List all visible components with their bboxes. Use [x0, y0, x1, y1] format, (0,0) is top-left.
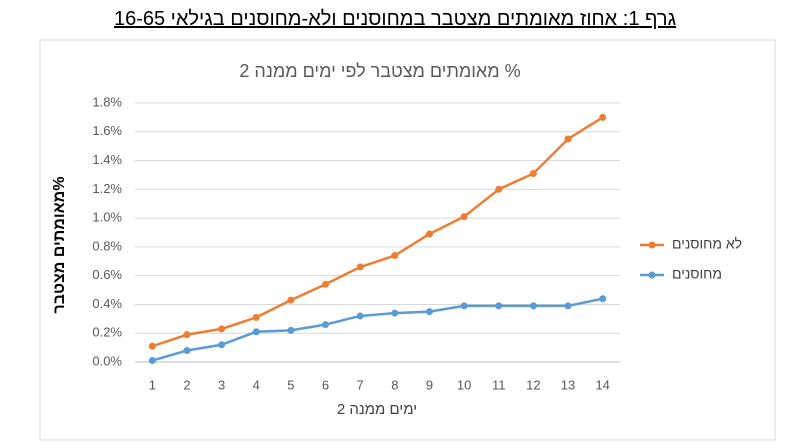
x-axis-label: ימים ממנה 2 — [337, 401, 417, 418]
x-tick-label: 13 — [561, 377, 575, 392]
chart-frame — [39, 39, 776, 441]
y-tick-label: 1.6% — [92, 123, 122, 138]
data-point — [148, 342, 156, 350]
y-tick-label: 1.0% — [92, 210, 122, 225]
data-point — [252, 313, 260, 321]
data-point — [287, 296, 295, 304]
chart-title: % מאומתים מצטבר לפי ימים ממנה 2 — [239, 61, 520, 81]
data-point — [356, 263, 364, 271]
x-tick-label: 8 — [391, 377, 398, 392]
x-tick-label: 4 — [253, 377, 260, 392]
x-tick-label: 5 — [287, 377, 294, 392]
x-tick-label: 11 — [492, 377, 506, 392]
series-line — [151, 116, 604, 348]
x-tick-label: 7 — [357, 377, 364, 392]
data-point — [252, 328, 260, 336]
y-axis-label: %מאומתים מצטבר — [51, 177, 68, 314]
data-point — [599, 295, 607, 303]
data-point — [218, 341, 226, 349]
y-tick-label: 1.2% — [92, 181, 122, 196]
legend-marker — [648, 271, 656, 279]
y-tick-label: 0.8% — [92, 238, 122, 253]
x-tick-label: 10 — [457, 377, 471, 392]
data-point — [322, 321, 330, 329]
data-point — [356, 312, 364, 320]
x-tick-label: 1 — [149, 377, 156, 392]
data-point — [529, 302, 537, 310]
data-point — [564, 302, 572, 310]
data-point — [495, 185, 503, 193]
x-tick-label: 9 — [426, 377, 433, 392]
data-point — [183, 331, 191, 339]
legend-label: מחוסנים — [672, 266, 722, 282]
y-tick-label: 1.4% — [92, 152, 122, 167]
x-tick-label: 3 — [218, 377, 225, 392]
data-point — [425, 308, 433, 316]
series-line — [151, 297, 603, 362]
y-tick-label: 0.4% — [92, 296, 122, 311]
data-point — [183, 346, 191, 354]
x-tick-label: 2 — [183, 377, 190, 392]
y-tick-label: 0.0% — [92, 353, 122, 368]
x-tick-label: 6 — [322, 377, 329, 392]
data-point — [391, 252, 399, 260]
data-point — [529, 170, 537, 178]
data-point — [460, 302, 468, 310]
legend-marker — [648, 241, 656, 249]
data-point — [460, 213, 468, 221]
data-point — [425, 230, 433, 238]
data-point — [391, 309, 399, 317]
data-point — [287, 326, 295, 334]
data-point — [148, 357, 156, 365]
y-tick-label: 0.2% — [92, 325, 122, 340]
data-point — [322, 280, 330, 288]
y-tick-label: 0.6% — [92, 267, 122, 282]
legend-label: לא מחוסנים — [672, 236, 742, 252]
x-tick-label: 12 — [526, 377, 540, 392]
data-point — [599, 113, 607, 121]
data-point — [218, 325, 226, 333]
y-tick-label: 1.8% — [92, 94, 122, 109]
data-point — [564, 135, 572, 143]
x-tick-label: 14 — [595, 377, 609, 392]
data-point — [495, 302, 503, 310]
page-heading: גרף 1: אחוז מאומתים מצטבר במחוסנים ולא-מ… — [113, 8, 677, 30]
